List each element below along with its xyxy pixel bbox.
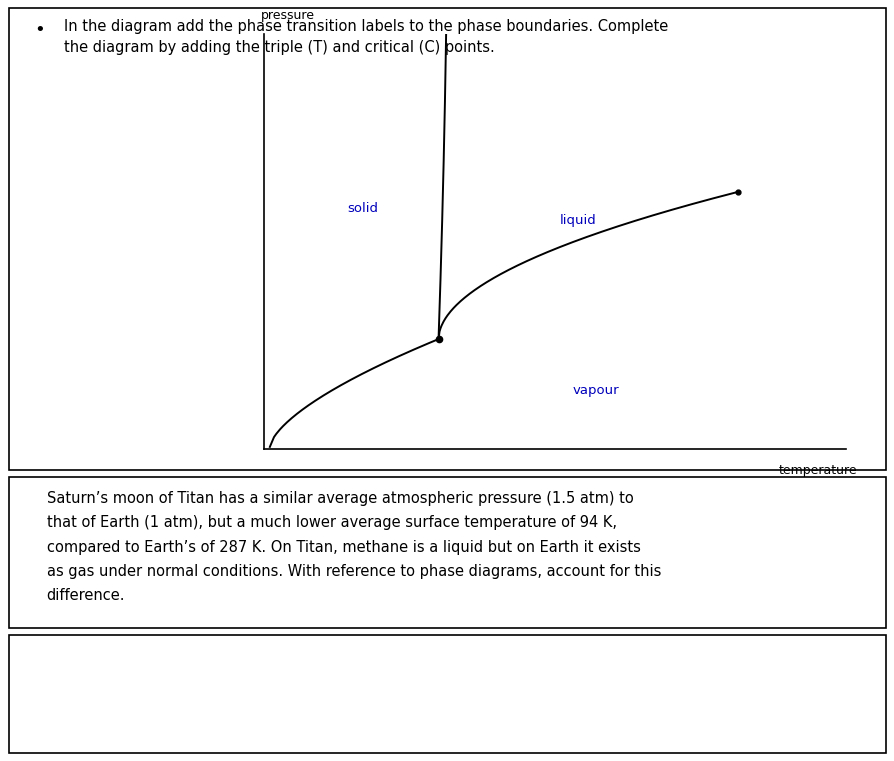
Text: In the diagram add the phase transition labels to the phase boundaries. Complete: In the diagram add the phase transition … <box>64 19 668 34</box>
Text: pressure: pressure <box>261 9 315 22</box>
Text: difference.: difference. <box>46 588 125 603</box>
Text: that of Earth (1 atm), but a much lower average surface temperature of 94 K,: that of Earth (1 atm), but a much lower … <box>46 515 616 530</box>
Text: solid: solid <box>347 202 378 215</box>
Text: Saturn’s moon of Titan has a similar average atmospheric pressure (1.5 atm) to: Saturn’s moon of Titan has a similar ave… <box>46 491 633 506</box>
Text: •: • <box>34 21 45 40</box>
Text: liquid: liquid <box>559 215 596 228</box>
Text: compared to Earth’s of 287 K. On Titan, methane is a liquid but on Earth it exis: compared to Earth’s of 287 K. On Titan, … <box>46 540 640 555</box>
Text: the diagram by adding the triple (T) and critical (C) points.: the diagram by adding the triple (T) and… <box>64 40 494 55</box>
Text: as gas under normal conditions. With reference to phase diagrams, account for th: as gas under normal conditions. With ref… <box>46 564 660 579</box>
Text: vapour: vapour <box>571 384 619 397</box>
Text: temperature: temperature <box>778 463 856 476</box>
